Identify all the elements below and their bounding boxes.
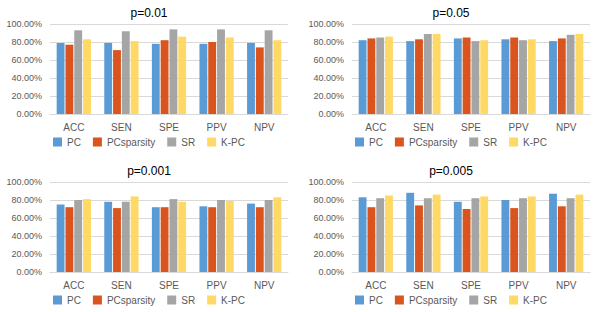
svg-text:80.00%: 80.00% (313, 195, 344, 205)
svg-text:NPV: NPV (254, 280, 275, 291)
svg-text:ACC: ACC (365, 122, 386, 133)
svg-text:NPV: NPV (556, 280, 577, 291)
svg-text:80.00%: 80.00% (313, 37, 344, 47)
svg-text:ACC: ACC (365, 280, 386, 291)
svg-text:SR: SR (181, 295, 195, 306)
svg-text:0.00%: 0.00% (16, 267, 42, 277)
svg-text:PPV: PPV (207, 280, 227, 291)
svg-text:100.00%: 100.00% (308, 177, 344, 187)
svg-text:60.00%: 60.00% (313, 55, 344, 65)
svg-text:SEN: SEN (413, 280, 434, 291)
svg-text:PCsparsity: PCsparsity (409, 295, 457, 306)
svg-text:20.00%: 20.00% (11, 249, 42, 259)
svg-text:PCsparsity: PCsparsity (107, 295, 155, 306)
svg-text:20.00%: 20.00% (313, 249, 344, 259)
svg-text:K-PC: K-PC (221, 295, 245, 306)
svg-text:PC: PC (369, 137, 383, 148)
svg-text:PCsparsity: PCsparsity (107, 137, 155, 148)
svg-text:80.00%: 80.00% (11, 195, 42, 205)
svg-text:20.00%: 20.00% (11, 91, 42, 101)
svg-text:60.00%: 60.00% (11, 55, 42, 65)
svg-text:SPE: SPE (461, 122, 481, 133)
svg-text:SR: SR (483, 295, 497, 306)
svg-text:0.00%: 0.00% (318, 267, 344, 277)
svg-text:NPV: NPV (254, 122, 275, 133)
svg-text:40.00%: 40.00% (313, 231, 344, 241)
svg-text:K-PC: K-PC (523, 295, 547, 306)
svg-text:0.00%: 0.00% (16, 109, 42, 119)
svg-text:p=0.01: p=0.01 (130, 6, 167, 20)
svg-text:SEN: SEN (111, 280, 132, 291)
svg-text:60.00%: 60.00% (313, 213, 344, 223)
svg-text:40.00%: 40.00% (11, 73, 42, 83)
svg-text:PC: PC (67, 137, 81, 148)
svg-text:ACC: ACC (63, 280, 84, 291)
svg-text:p=0.001: p=0.001 (127, 164, 171, 178)
svg-text:NPV: NPV (556, 122, 577, 133)
svg-text:PPV: PPV (207, 122, 227, 133)
svg-text:100.00%: 100.00% (6, 177, 42, 187)
svg-text:40.00%: 40.00% (313, 73, 344, 83)
svg-text:K-PC: K-PC (523, 137, 547, 148)
svg-text:SPE: SPE (461, 280, 481, 291)
svg-text:K-PC: K-PC (221, 137, 245, 148)
svg-text:SR: SR (181, 137, 195, 148)
svg-text:100.00%: 100.00% (308, 19, 344, 29)
svg-text:80.00%: 80.00% (11, 37, 42, 47)
svg-text:SEN: SEN (413, 122, 434, 133)
svg-text:PC: PC (67, 295, 81, 306)
svg-text:SEN: SEN (111, 122, 132, 133)
svg-text:PPV: PPV (509, 280, 529, 291)
svg-text:SPE: SPE (159, 280, 179, 291)
svg-text:60.00%: 60.00% (11, 213, 42, 223)
svg-text:PCsparsity: PCsparsity (409, 137, 457, 148)
svg-text:PC: PC (369, 295, 383, 306)
svg-text:p=0.005: p=0.005 (429, 164, 473, 178)
svg-text:20.00%: 20.00% (313, 91, 344, 101)
svg-text:40.00%: 40.00% (11, 231, 42, 241)
svg-text:SR: SR (483, 137, 497, 148)
svg-text:PPV: PPV (509, 122, 529, 133)
svg-text:100.00%: 100.00% (6, 19, 42, 29)
svg-text:p=0.05: p=0.05 (432, 6, 469, 20)
svg-text:0.00%: 0.00% (318, 109, 344, 119)
svg-text:SPE: SPE (159, 122, 179, 133)
svg-text:ACC: ACC (63, 122, 84, 133)
